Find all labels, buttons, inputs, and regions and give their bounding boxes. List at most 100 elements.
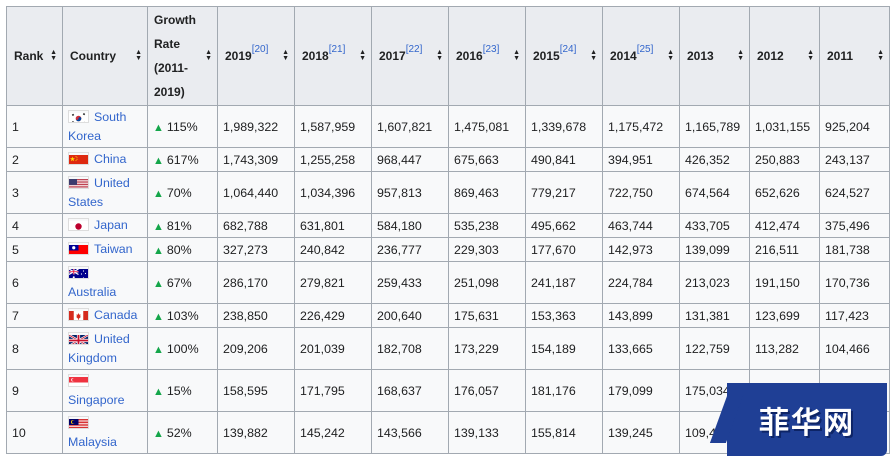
sort-icon[interactable]: ▲ ▼ [282, 49, 289, 62]
rank-cell: 7 [6, 303, 63, 328]
reference-link[interactable]: [21] [328, 44, 346, 55]
column-header-6[interactable]: 2016[23] ▲ ▼ [448, 6, 526, 106]
value-cell: 240,842 [294, 237, 372, 262]
table-row: 2 China ▲ 617% 1,743,309 1,255,258 968,447 675,… [6, 147, 890, 172]
table-row: 1 South Korea ▲ 115% 1,989,322 1,587,959 1,607… [6, 105, 890, 148]
country-link[interactable]: Singapore [68, 392, 125, 407]
column-header-7[interactable]: 2015[24] ▲ ▼ [525, 6, 603, 106]
sort-icon[interactable]: ▲ ▼ [359, 49, 366, 62]
country-link[interactable]: Australia [68, 284, 117, 299]
growth-value: 15% [166, 383, 192, 398]
reference-link[interactable]: [23] [482, 44, 500, 55]
table-row: 9 Singapore ▲ 15% 158,595 171,795 168,637 176,0… [6, 369, 890, 412]
australia-flag-icon [68, 265, 89, 279]
value-cell: 154,189 [525, 327, 603, 370]
value-cell: 155,814 [525, 411, 603, 454]
value-cell: 286,170 [217, 261, 295, 304]
value-cell: 236,777 [371, 237, 449, 262]
value-cell: 412,474 [749, 213, 820, 238]
sort-icon[interactable]: ▲ ▼ [877, 49, 884, 62]
table-row: 4 Japan ▲ 81% 682,788 631,801 584,180 535,238 49… [6, 213, 890, 238]
column-header-10[interactable]: 2012 ▲ ▼ [749, 6, 820, 106]
column-header-2[interactable]: Growth Rate (2011-2019) ▲ ▼ [147, 6, 218, 106]
growth-cell: ▲ 70% [147, 171, 218, 214]
country-cell: Taiwan [62, 237, 148, 262]
column-header-label: 2017 [379, 49, 406, 63]
table-row: 8 United Kingdom ▲ 100% 209,206 201,039 182,70… [6, 327, 890, 370]
sort-icon[interactable]: ▲ ▼ [737, 49, 744, 62]
value-cell: 139,099 [679, 237, 750, 262]
country-link[interactable]: Taiwan [94, 242, 133, 256]
reference-link[interactable]: [24] [559, 44, 577, 55]
column-header-3[interactable]: 2019[20] ▲ ▼ [217, 6, 295, 106]
value-cell: 584,180 [371, 213, 449, 238]
reference-link[interactable]: [25] [636, 44, 654, 55]
country-link[interactable]: United Kingdom [68, 331, 130, 365]
column-header-4[interactable]: 2018[21] ▲ ▼ [294, 6, 372, 106]
increase-arrow-icon: ▲ [153, 220, 164, 233]
increase-arrow-icon: ▲ [153, 244, 164, 257]
value-cell: 241,187 [525, 261, 603, 304]
value-cell: 201,039 [294, 327, 372, 370]
column-header-9[interactable]: 2013 ▲ ▼ [679, 6, 750, 106]
value-cell: 229,303 [448, 237, 526, 262]
value-cell: 1,339,678 [525, 105, 603, 148]
value-cell: 1,607,821 [371, 105, 449, 148]
reference-link[interactable]: [22] [405, 44, 423, 55]
value-cell: 142,973 [602, 237, 680, 262]
column-header-1[interactable]: Country ▲ ▼ [62, 6, 148, 106]
statistics-table: Rank ▲ ▼ Country ▲ ▼ Growth Rate (2011-2019) ▲ ▼… [6, 6, 890, 454]
value-cell: 463,744 [602, 213, 680, 238]
country-link[interactable]: China [94, 152, 127, 166]
country-link[interactable]: Japan [94, 218, 128, 232]
value-cell: 251,098 [448, 261, 526, 304]
reference-link[interactable]: [20] [251, 44, 269, 55]
growth-value: 52% [166, 425, 192, 440]
sort-icon[interactable]: ▲ ▼ [436, 49, 443, 62]
rank-cell: 5 [6, 237, 63, 262]
country-link[interactable]: South Korea [68, 109, 127, 143]
value-cell: 779,217 [525, 171, 603, 214]
country-cell: South Korea [62, 105, 148, 148]
column-header-8[interactable]: 2014[25] ▲ ▼ [602, 6, 680, 106]
value-cell: 1,475,081 [448, 105, 526, 148]
sort-icon[interactable]: ▲ ▼ [590, 49, 597, 62]
sort-icon[interactable]: ▲ ▼ [513, 49, 520, 62]
column-header-label: 2018 [302, 49, 329, 63]
value-cell: 123,699 [749, 303, 820, 328]
sort-icon[interactable]: ▲ ▼ [135, 49, 142, 62]
country-link[interactable]: United States [68, 175, 130, 209]
table-row: 10 Malaysia ▲ 52% 139,882 145,242 143,566 139,1… [6, 411, 890, 454]
growth-value: 81% [166, 218, 192, 233]
column-header-0[interactable]: Rank ▲ ▼ [6, 6, 63, 106]
sort-icon[interactable]: ▲ ▼ [50, 49, 57, 62]
value-cell: 175,631 [448, 303, 526, 328]
value-cell: 213,023 [679, 261, 750, 304]
value-cell: 250,883 [749, 147, 820, 172]
value-cell: 495,662 [525, 213, 603, 238]
column-header-label: Growth Rate (2011-2019) [154, 13, 196, 99]
sort-icon[interactable]: ▲ ▼ [667, 49, 674, 62]
value-cell: 139,882 [217, 411, 295, 454]
column-header-label: 2011 [827, 49, 854, 63]
growth-value: 80% [166, 242, 192, 257]
sort-icon[interactable]: ▲ ▼ [205, 49, 212, 62]
japan-flag-icon [68, 218, 89, 231]
value-cell: 722,750 [602, 171, 680, 214]
value-cell: 327,273 [217, 237, 295, 262]
value-cell: 535,238 [448, 213, 526, 238]
country-cell: Japan [62, 213, 148, 238]
country-link[interactable]: Canada [94, 308, 138, 322]
growth-cell: ▲ 67% [147, 261, 218, 304]
china-flag-icon [68, 152, 89, 165]
country-cell: United Kingdom [62, 327, 148, 370]
column-header-label: 2015 [533, 49, 560, 63]
column-header-5[interactable]: 2017[22] ▲ ▼ [371, 6, 449, 106]
value-cell: 1,165,789 [679, 105, 750, 148]
malaysia-flag-icon [68, 415, 89, 429]
column-header-11[interactable]: 2011 ▲ ▼ [819, 6, 890, 106]
increase-arrow-icon: ▲ [153, 154, 164, 167]
sort-icon[interactable]: ▲ ▼ [807, 49, 814, 62]
value-cell: 168,637 [371, 369, 449, 412]
country-link[interactable]: Malaysia [68, 434, 117, 449]
